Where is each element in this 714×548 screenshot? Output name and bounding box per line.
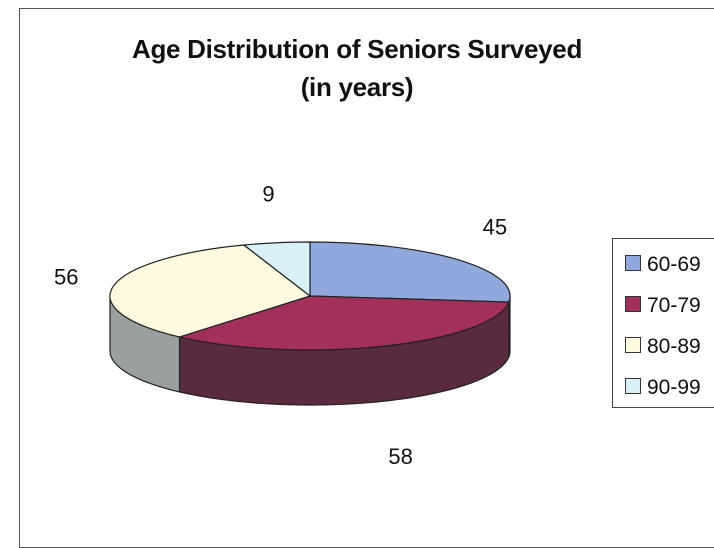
pie-labels: 45 58 56 9 xyxy=(54,182,507,469)
pie-slice-90-99 xyxy=(242,241,311,298)
slice-value-label: 9 xyxy=(262,182,274,207)
pie-slice-70-79 xyxy=(177,295,510,351)
pie-top xyxy=(109,241,511,351)
chart-title-block: Age Distribution of Seniors Surveyed (in… xyxy=(0,30,714,106)
pie-slice-80-89 xyxy=(109,244,312,338)
legend: 60-69 70-79 80-89 90-99 xyxy=(612,238,714,408)
legend-label: 90-99 xyxy=(647,376,701,399)
legend-item-70-79: 70-79 xyxy=(625,294,701,318)
legend-label: 80-89 xyxy=(647,335,701,358)
chart-title: Age Distribution of Seniors Surveyed xyxy=(131,34,583,64)
legend-item-80-89: 80-89 xyxy=(625,335,701,359)
legend-swatch xyxy=(625,255,641,272)
legend-label: 60-69 xyxy=(647,253,701,276)
slice-value-label: 45 xyxy=(483,215,507,240)
legend-label: 70-79 xyxy=(647,294,701,317)
legend-swatch xyxy=(625,337,641,354)
chart-subtitle: (in years) xyxy=(300,72,414,102)
legend-swatch xyxy=(625,296,641,313)
legend-item-60-69: 60-69 xyxy=(625,253,701,277)
legend-swatch xyxy=(625,378,641,395)
slice-value-label: 58 xyxy=(388,444,412,469)
pie-slice-60-69 xyxy=(309,241,511,303)
slice-value-label: 56 xyxy=(54,265,78,290)
pie-chart: 45 58 56 9 xyxy=(54,182,511,469)
legend-item-90-99: 90-99 xyxy=(625,376,701,400)
